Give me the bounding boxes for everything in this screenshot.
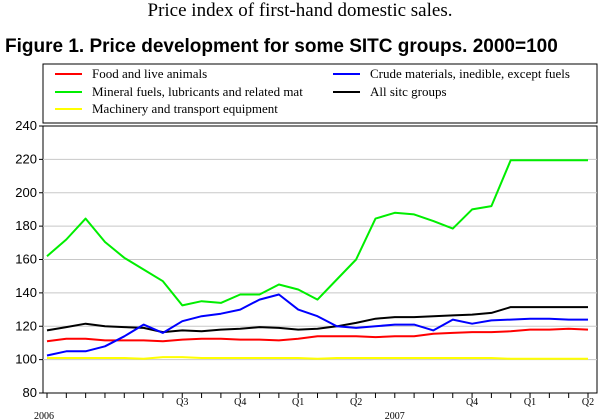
y-tick-label: 200 (15, 185, 37, 200)
legend-label: Crude materials, inedible, except fuels (370, 66, 570, 81)
y-tick-label: 140 (15, 285, 37, 300)
series-line (46, 159, 588, 307)
series-line (46, 327, 589, 343)
y-tick-label: 180 (15, 218, 37, 233)
chart-legend: Food and live animals Mineral fuels, lubr… (42, 63, 598, 124)
legend-label: Machinery and transport equipment (92, 101, 278, 116)
year-label: 2006 (34, 411, 54, 420)
figure-title: Figure 1. Price development for some SIT… (5, 36, 558, 57)
plot-area: 80 100 120 140 160 180 200 220 240 Q3 Q4 Q1 Q2 Q4 Q1 Q2… (15, 118, 598, 420)
quarter-label: Q2 (582, 397, 594, 408)
y-tick-label: 240 (15, 118, 37, 133)
page-subtitle: Price index of first-hand domestic sales… (147, 0, 453, 21)
quarter-label: Q1 (292, 397, 304, 408)
quarter-label: Q2 (350, 397, 362, 408)
quarter-label: Q1 (524, 397, 536, 408)
series-line (47, 356, 588, 360)
y-tick-label: 120 (15, 318, 37, 333)
year-label: 2007 (385, 411, 405, 420)
legend-label: Mineral fuels, lubricants and related ma… (92, 84, 303, 99)
legend-box (42, 63, 598, 124)
series-line (46, 293, 588, 357)
quarter-label: Q4 (234, 397, 246, 408)
y-tick-label: 80 (23, 385, 37, 400)
y-tick-label: 160 (15, 252, 37, 267)
y-tick-label: 220 (15, 151, 37, 166)
quarter-label: Q4 (466, 397, 478, 408)
legend-label: All sitc groups (370, 84, 447, 99)
legend-label: Food and live animals (92, 66, 207, 81)
y-tick-label: 100 (15, 352, 37, 367)
quarter-label: Q3 (176, 397, 188, 408)
